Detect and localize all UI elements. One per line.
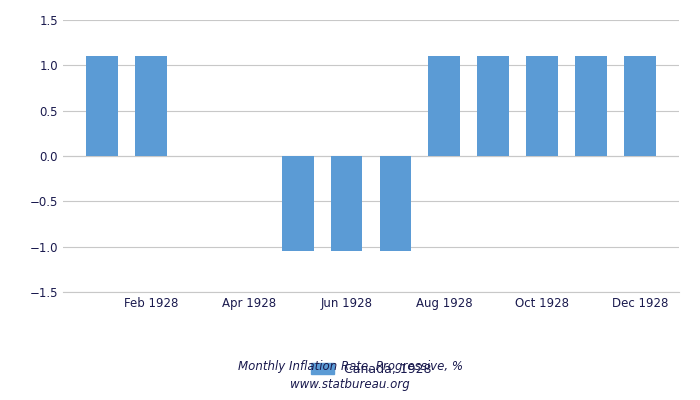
Bar: [330, 156, 363, 251]
Bar: [86, 56, 118, 156]
Text: www.statbureau.org: www.statbureau.org: [290, 378, 410, 391]
Legend: Canada, 1928: Canada, 1928: [306, 358, 436, 381]
Text: Monthly Inflation Rate, Progressive, %: Monthly Inflation Rate, Progressive, %: [237, 360, 463, 373]
Bar: [282, 156, 314, 251]
Bar: [624, 56, 656, 156]
Bar: [428, 56, 460, 156]
Bar: [526, 56, 558, 156]
Bar: [477, 56, 509, 156]
Bar: [379, 156, 412, 251]
Bar: [135, 56, 167, 156]
Bar: [575, 56, 607, 156]
